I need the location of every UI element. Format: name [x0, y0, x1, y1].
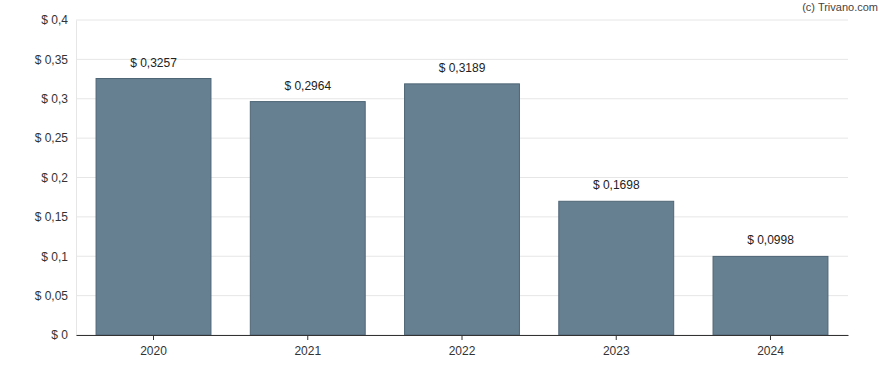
y-tick: $ 0,1	[41, 250, 76, 264]
x-tick-mark	[616, 335, 617, 340]
y-tick-label: $ 0,35	[35, 53, 69, 67]
x-tick-label: 2022	[449, 344, 476, 358]
data-label: $ 0,0998	[747, 233, 794, 247]
y-tick-label: $ 0,2	[41, 171, 68, 185]
x-tick: 2020	[140, 335, 167, 358]
y-tick: $ 0,2	[41, 171, 76, 185]
y-tick-label: $ 0,4	[41, 13, 68, 27]
y-axis-line	[76, 21, 77, 336]
data-label: $ 0,2964	[284, 79, 331, 93]
y-tick: $ 0,35	[35, 53, 76, 67]
plot: $ 0 $ 0,05 $ 0,1 $ 0,15 $ 0,2 $ 0,25 $ 0,3 $ 0,…	[35, 13, 849, 357]
bar	[559, 201, 674, 335]
grid-line	[76, 20, 848, 21]
x-tick-mark	[462, 335, 463, 340]
grid	[76, 20, 848, 335]
y-tick: $ 0,3	[41, 92, 76, 106]
x-tick-label: 2021	[294, 344, 321, 358]
x-tick-label: 2023	[603, 344, 630, 358]
y-tick-label: $ 0	[51, 328, 68, 342]
bar	[250, 102, 365, 335]
bars	[96, 79, 828, 335]
x-axis: 2020 2021 2022 2023 2024	[77, 335, 849, 358]
y-tick-label: $ 0,05	[35, 289, 69, 303]
bar	[96, 79, 211, 335]
x-tick-label: 2020	[140, 344, 167, 358]
x-tick: 2024	[757, 335, 784, 358]
y-tick: $ 0,05	[35, 289, 76, 303]
y-tick-label: $ 0,25	[35, 131, 69, 145]
y-tick-label: $ 0,3	[41, 92, 68, 106]
data-labels: $ 0,3257 $ 0,2964 $ 0,3189 $ 0,1698 $ 0,0998	[130, 56, 794, 248]
x-tick-mark	[307, 335, 308, 340]
y-tick: $ 0,4	[41, 13, 76, 27]
data-label: $ 0,1698	[593, 178, 640, 192]
data-label: $ 0,3189	[439, 61, 486, 75]
chart: $ 0 $ 0,05 $ 0,1 $ 0,15 $ 0,2 $ 0,25 $ 0,3 $ 0,…	[0, 0, 888, 370]
y-tick: $ 0,25	[35, 131, 76, 145]
y-tick: $ 0	[51, 328, 76, 342]
annotation: (c) Trivano.com	[802, 1, 878, 13]
x-tick: 2022	[449, 335, 476, 358]
x-tick-label: 2024	[757, 344, 784, 358]
bar	[713, 256, 828, 335]
x-tick-mark	[153, 335, 154, 340]
y-tick-label: $ 0,15	[35, 210, 69, 224]
data-label: $ 0,3257	[130, 56, 177, 70]
bar	[405, 84, 520, 335]
y-axis: $ 0 $ 0,05 $ 0,1 $ 0,15 $ 0,2 $ 0,25 $ 0,3 $ 0,…	[35, 13, 77, 342]
x-tick: 2023	[603, 335, 630, 358]
x-tick: 2021	[294, 335, 321, 358]
y-tick-label: $ 0,1	[41, 250, 68, 264]
grid-line	[76, 59, 848, 60]
x-tick-mark	[770, 335, 771, 340]
y-tick: $ 0,15	[35, 210, 76, 224]
